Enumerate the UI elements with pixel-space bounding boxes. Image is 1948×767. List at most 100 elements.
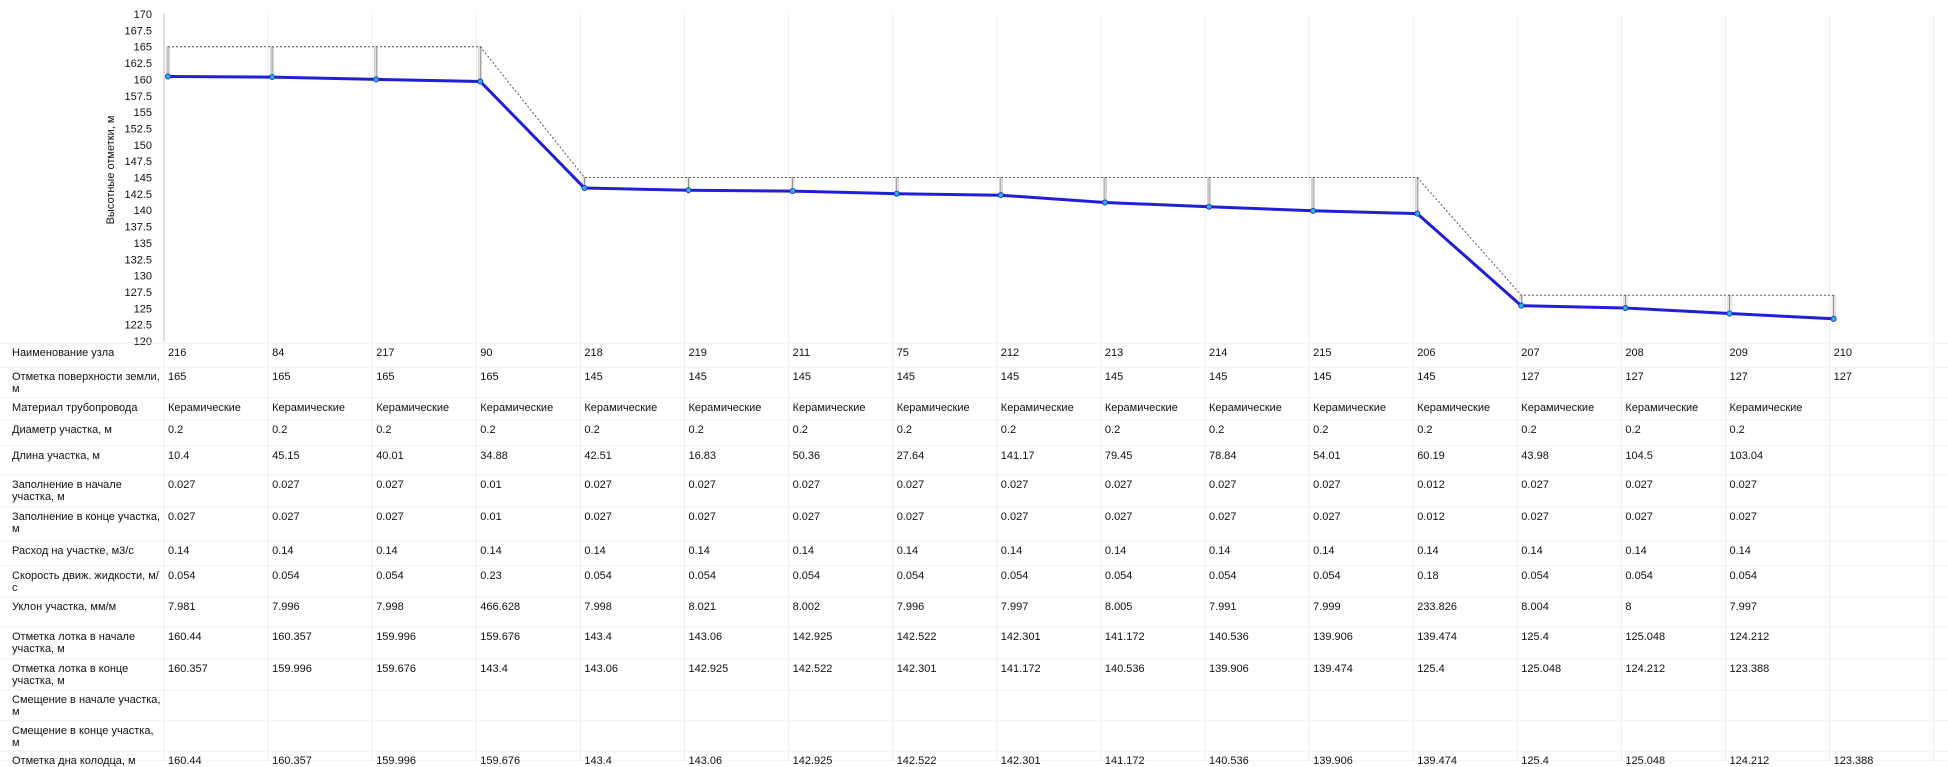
y-tick-label: 157.5 [124,91,152,103]
y-tick-label: 150 [134,140,152,152]
table-cell: 0.2 [376,424,392,436]
table-cell: 139.906 [1209,663,1249,675]
table-cell: 125.4 [1521,755,1549,767]
table-cell: 145 [1209,371,1228,383]
table-cell: 0.012 [1417,479,1445,491]
table-cell: 139.906 [1313,631,1353,643]
table-cell: 0.054 [168,570,196,582]
table-cell: 103.04 [1729,450,1764,462]
table-cell: 0.027 [1313,479,1341,491]
y-tick-label: 140 [134,205,152,217]
table-cell: 0.027 [688,511,717,523]
row-label: Заполнение в конце участка, м [12,511,161,535]
table-cell: 50.36 [792,450,821,462]
table-cell: 0.027 [584,479,612,491]
table-cell: 7.997 [1000,601,1029,613]
table-cell: 0.027 [1313,511,1341,523]
y-tick-label: 152.5 [124,123,152,135]
table-cell: 0.027 [168,511,196,523]
y-tick-label: 170 [134,9,152,21]
table-cell: 143.06 [688,631,723,643]
table-cell: 139.474 [1313,663,1353,675]
table-cell: Керамические [1729,402,1803,414]
table-cell: 219 [688,347,707,359]
table-cell: 0.027 [1521,511,1549,523]
table-cell: 0.14 [168,545,190,557]
invert-point [685,187,692,194]
table-cell: 0.14 [896,545,919,557]
table-cell: 125.048 [1521,663,1562,675]
table-cell: 42.51 [584,450,612,462]
table-cell: 143.4 [480,663,508,675]
y-axis: 120 122.5 125 127.5 130 132.5 135 137.5 140 142.5… [124,9,165,348]
table-cell: 8 [1625,601,1632,613]
table-cell: 0.027 [896,479,925,491]
table-cell: 0.2 [168,424,184,436]
y-tick-label: 122.5 [124,320,152,332]
table-cell: 0.14 [1000,545,1023,557]
table-cell: 0.027 [896,511,925,523]
y-tick-label: 155 [134,107,152,119]
table-cell: Керамические [896,402,970,414]
table-cell: 7.991 [1209,601,1237,613]
table-cell: 0.14 [1209,545,1231,557]
y-tick-label: 130 [134,271,152,283]
table-cell: 207 [1521,347,1540,359]
table-cell: 159.996 [376,755,416,767]
table-cell: 145 [792,371,811,383]
table-cell: 145 [688,371,707,383]
table-cell: 0.2 [584,424,600,436]
table-cell: 0.027 [376,511,404,523]
table-cell: 60.19 [1417,450,1445,462]
table-cell: 0.054 [1104,570,1133,582]
table-cell: Керамические [1625,402,1699,414]
table-cell: 0.027 [1625,511,1653,523]
invert-point [1206,203,1213,210]
table-cell: Керамические [1521,402,1595,414]
table-cell: 7.997 [1729,601,1758,613]
table-cell: Керамические [168,402,241,414]
table-cell: 0.054 [1000,570,1029,582]
table-cell: 0.14 [584,545,606,557]
table-cell: 40.01 [376,450,404,462]
table-cell: 140.536 [1104,663,1145,675]
table-cell: Керамические [1209,402,1282,414]
row-label: Смещение в начале участка, м [12,694,161,718]
table-cell: 143.4 [584,755,612,767]
table-cell: 160.357 [272,755,312,767]
table-cell: 0.2 [1625,424,1641,436]
table-cell: 145 [584,371,603,383]
row-label: Диаметр участка, м [12,424,112,436]
ground-surface-line [168,46,1834,296]
table-cell: 0.14 [1625,545,1647,557]
invert-point [581,184,588,191]
table-cell: 0.027 [272,511,300,523]
table-cell: 0.14 [688,545,710,557]
table-cell: 165 [480,371,499,383]
table-cell: 127 [1833,371,1852,383]
table-cell: 90 [480,347,493,359]
y-tick-label: 167.5 [124,25,152,37]
table-cell: 142.301 [1000,631,1041,643]
table-cell: 145 [1000,371,1020,383]
table-cell: 0.027 [584,511,612,523]
table-cell: 7.998 [584,601,612,613]
table-cell: 0.23 [480,570,502,582]
table-cell: 84 [272,347,285,359]
table-cell: 143.4 [584,631,612,643]
table-cell: 145 [1104,371,1124,383]
table-cell: 0.054 [1729,570,1758,582]
table-cell: 0.027 [168,479,196,491]
table-cell: 0.027 [1104,479,1133,491]
table-cell: 215 [1313,347,1332,359]
table-cell: 0.027 [1209,479,1237,491]
table-cell: 0.027 [1209,511,1237,523]
table-cell: 127 [1625,371,1644,383]
table-cell: 8.021 [688,601,717,613]
table-cell: 0.027 [1104,511,1133,523]
table-cell: 0.14 [1313,545,1335,557]
invert-point [1414,210,1421,217]
table-cell: 145 [1313,371,1332,383]
table-cell: 217 [376,347,395,359]
table-cell: Керамические [1313,402,1386,414]
